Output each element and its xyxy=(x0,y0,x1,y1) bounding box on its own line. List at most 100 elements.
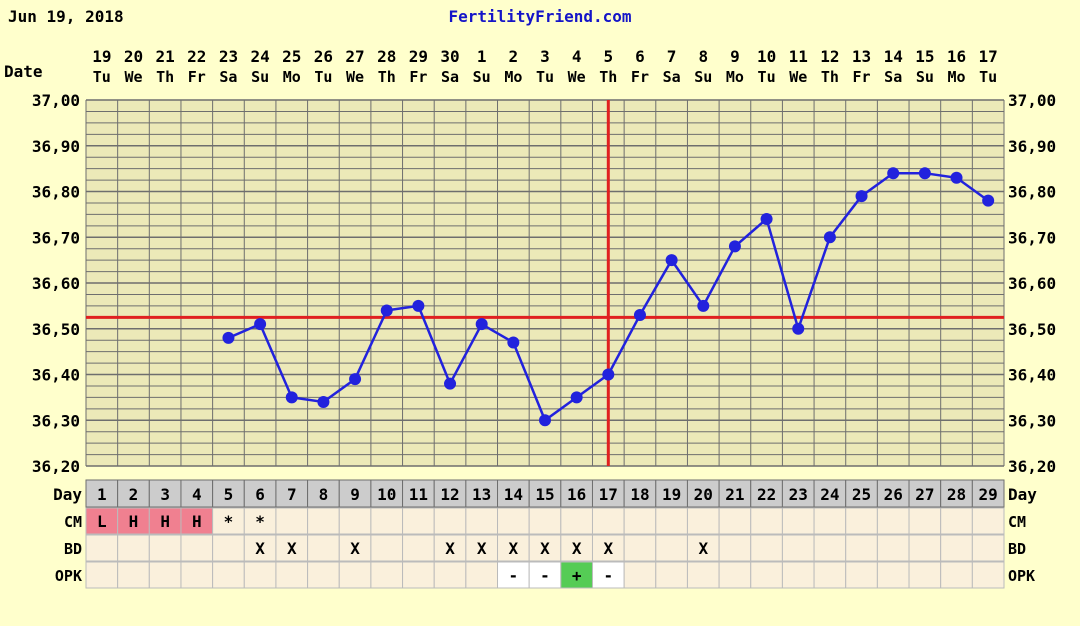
opk-mark: - xyxy=(509,566,519,585)
cm-cell xyxy=(908,507,942,535)
cycle-day-cell xyxy=(655,479,688,508)
cm-cell xyxy=(370,507,404,535)
cm-cell xyxy=(117,507,150,535)
weekday-label: Fr xyxy=(409,68,427,86)
cycle-day-cell xyxy=(148,479,182,508)
weekday-label: Th xyxy=(156,68,174,86)
date-label: 20 xyxy=(124,47,143,66)
cycle-day-cell xyxy=(370,479,404,508)
weekday-label: Mo xyxy=(726,68,744,86)
cm-cell xyxy=(718,507,752,535)
cm-cell xyxy=(781,507,815,535)
bd-mark: X xyxy=(255,539,265,558)
date-label: 26 xyxy=(314,47,333,66)
cycle-day-label: 21 xyxy=(725,485,744,504)
date-label: 30 xyxy=(440,47,459,66)
weekday-label: Su xyxy=(473,68,491,86)
cycle-day-label: 18 xyxy=(630,485,649,504)
cm-cell xyxy=(465,507,499,535)
opk-mark: - xyxy=(603,566,613,585)
bd-mark: X xyxy=(698,539,708,558)
opk-cell xyxy=(180,561,214,589)
temperature-point xyxy=(222,331,235,344)
opk-cell xyxy=(465,561,499,589)
cm-cell xyxy=(940,507,973,535)
bd-cell xyxy=(117,534,150,562)
bd-mark: X xyxy=(287,539,297,558)
cm-cell xyxy=(275,507,309,535)
cycle-day-label: 19 xyxy=(662,485,681,504)
opk-cell xyxy=(212,561,245,589)
temperature-point xyxy=(254,318,267,331)
y-tick-label-right: 36,80 xyxy=(1008,183,1056,202)
opk-cell xyxy=(940,561,973,589)
cycle-day-label: 17 xyxy=(599,485,618,504)
cm-cell xyxy=(180,507,214,535)
temperature-point xyxy=(507,336,520,349)
cm-row-label-right: CM xyxy=(1008,513,1026,531)
temperature-point xyxy=(633,309,646,322)
y-tick-label-left: 36,60 xyxy=(32,274,80,293)
site-name[interactable]: FertilityFriend.com xyxy=(448,7,631,26)
y-tick-label-left: 36,50 xyxy=(32,320,80,339)
date-label: 16 xyxy=(947,47,966,66)
opk-cell xyxy=(117,561,150,589)
y-tick-label-left: 36,90 xyxy=(32,137,80,156)
cm-cell xyxy=(623,507,657,535)
day-row-label-right: Day xyxy=(1008,485,1037,504)
opk-cell xyxy=(686,561,720,589)
y-tick-label-right: 36,70 xyxy=(1008,228,1056,247)
date-label: 12 xyxy=(820,47,839,66)
cycle-day-label: 1 xyxy=(97,485,107,504)
temperature-point xyxy=(950,171,963,184)
cm-cell xyxy=(655,507,688,535)
bd-cell xyxy=(148,534,182,562)
cm-cell xyxy=(338,507,372,535)
y-tick-label-right: 37,00 xyxy=(1008,91,1056,110)
cycle-day-label: 24 xyxy=(820,485,839,504)
date-label: 24 xyxy=(250,47,269,66)
weekday-label: We xyxy=(124,68,142,86)
temperature-point xyxy=(317,395,330,408)
temperature-point xyxy=(602,368,615,381)
weekday-label: Tu xyxy=(758,68,776,86)
date-label: 9 xyxy=(730,47,740,66)
cm-cell xyxy=(591,507,625,535)
cm-mark: H xyxy=(129,512,139,531)
date-label: 11 xyxy=(789,47,808,66)
cm-mark: H xyxy=(160,512,170,531)
bd-mark: X xyxy=(477,539,487,558)
cycle-day-label: 29 xyxy=(979,485,998,504)
cycle-day-cell xyxy=(940,479,973,508)
opk-cell xyxy=(148,561,182,589)
temperature-point xyxy=(475,318,488,331)
weekday-label: Sa xyxy=(663,68,681,86)
day-row-label-left: Day xyxy=(53,485,82,504)
temperature-point xyxy=(349,373,362,386)
bd-cell xyxy=(465,534,499,562)
bd-cell xyxy=(85,534,119,562)
cycle-day-cell xyxy=(402,479,435,508)
cm-cell xyxy=(876,507,910,535)
bd-mark: X xyxy=(509,539,519,558)
temperature-point xyxy=(665,254,678,267)
cycle-day-label: 4 xyxy=(192,485,202,504)
cycle-day-cell xyxy=(528,479,562,508)
cycle-day-cell xyxy=(85,479,119,508)
weekday-label: Th xyxy=(378,68,396,86)
weekday-label: Sa xyxy=(441,68,459,86)
bd-mark: X xyxy=(603,539,613,558)
date-label: 7 xyxy=(667,47,677,66)
opk-cell xyxy=(402,561,435,589)
cycle-day-cell xyxy=(750,479,783,508)
temperature-point xyxy=(570,391,583,404)
bd-cell xyxy=(940,534,973,562)
weekday-label: Sa xyxy=(884,68,902,86)
bd-mark: X xyxy=(350,539,360,558)
opk-cell xyxy=(623,561,657,589)
weekday-label: Su xyxy=(916,68,934,86)
cm-mark: * xyxy=(224,512,234,531)
bd-cell xyxy=(560,534,593,562)
weekday-label: Tu xyxy=(314,68,332,86)
date-label: 5 xyxy=(603,47,613,66)
